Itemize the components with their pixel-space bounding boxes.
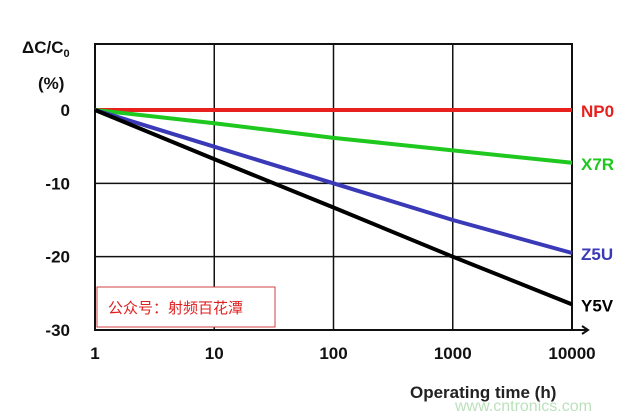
- series-line-z5u: [94, 108, 573, 255]
- y-tick-label: 0: [61, 101, 70, 120]
- series-line-x7r: [94, 108, 573, 165]
- x-tick-label: 1: [90, 344, 99, 363]
- series-lines: [94, 108, 573, 307]
- series-label-y5v: Y5V: [581, 296, 614, 315]
- x-axis-label: Operating time (h): [410, 383, 556, 402]
- series-labels: NP0 X7R Z5U Y5V: [581, 102, 614, 315]
- y-tick-labels: 0 -10 -20 -30: [45, 101, 70, 340]
- x-tick-labels: 1 10 100 1000 10000: [90, 344, 595, 363]
- y-tick-label: -10: [45, 174, 70, 193]
- y-tick-label: -20: [45, 248, 70, 267]
- x-axis-arrow: [572, 325, 590, 335]
- y-tick-label: -30: [45, 321, 70, 340]
- series-label-x7r: X7R: [581, 155, 614, 174]
- annotation-text: 公众号：射频百花潭: [108, 300, 243, 317]
- series-line-y5v: [94, 108, 573, 307]
- x-tick-label: 10000: [548, 344, 595, 363]
- grid: [94, 43, 590, 335]
- watermark: www.cntronics.com: [454, 398, 592, 415]
- y-axis-unit: (%): [38, 74, 64, 93]
- x-tick-label: 1000: [434, 344, 472, 363]
- x-tick-label: 100: [319, 344, 347, 363]
- series-label-np0: NP0: [581, 102, 614, 121]
- series-label-z5u: Z5U: [581, 245, 613, 264]
- y-axis-label-subscript: 0: [64, 48, 70, 60]
- y-axis-label: ΔC/C0: [22, 38, 70, 60]
- x-tick-label: 10: [205, 344, 224, 363]
- annotation-box: 公众号：射频百花潭: [96, 286, 276, 328]
